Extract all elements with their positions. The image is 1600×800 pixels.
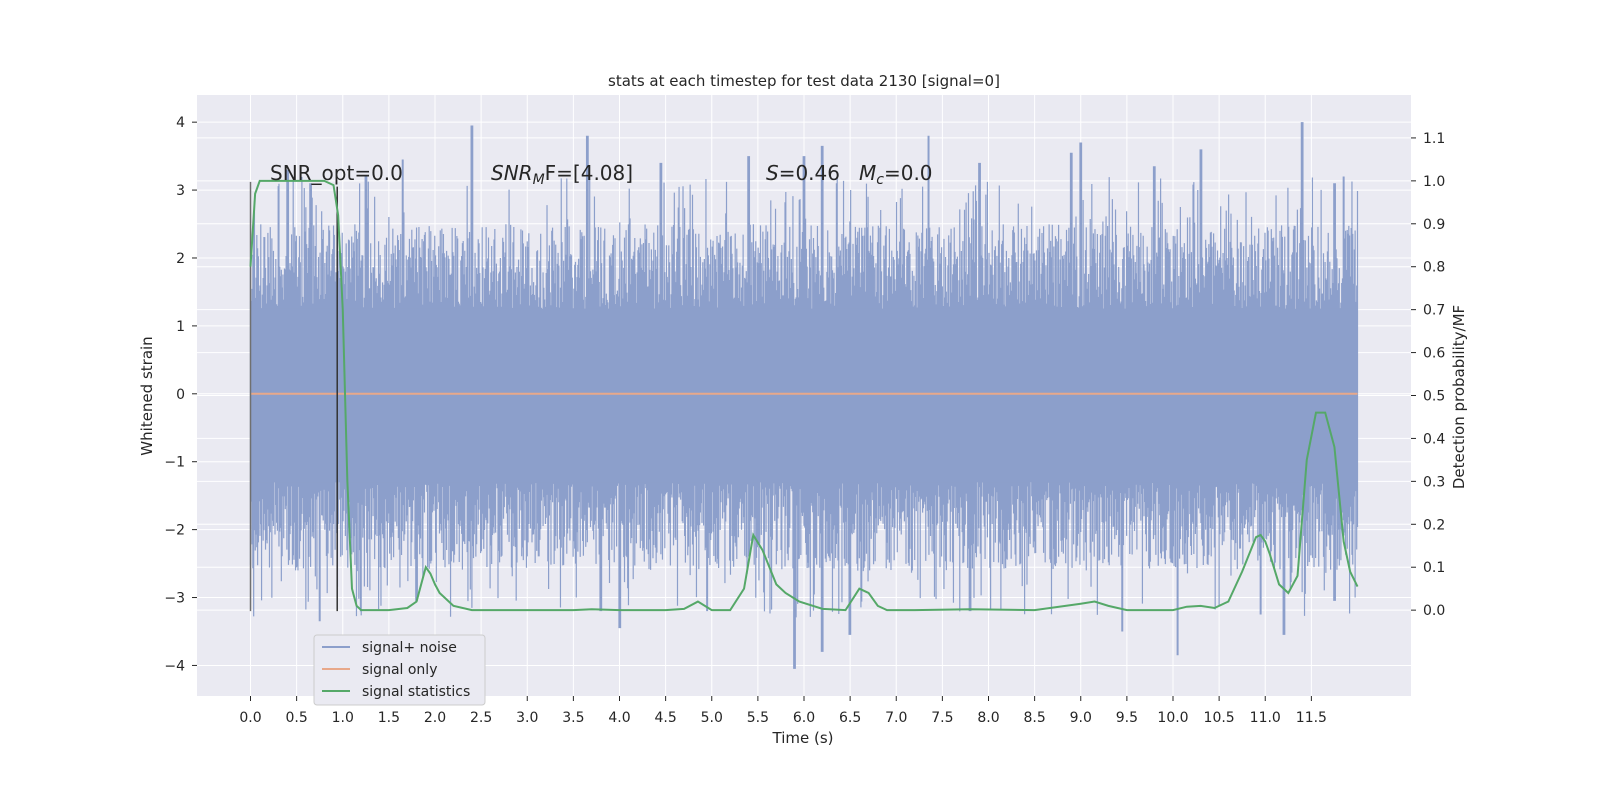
y-tick-label: 3 [176, 183, 185, 199]
right-y-tick-label: 1.0 [1423, 174, 1445, 190]
y-tick-label: 4 [176, 115, 185, 131]
x-tick-label: 9.5 [1116, 710, 1138, 726]
x-tick-label: 8.0 [977, 710, 999, 726]
legend-box [313, 634, 486, 706]
y-tick-label: 2 [176, 251, 185, 267]
y-axis-ticks: 4 3 2 1 0 −1 −2 −3 −4 [164, 115, 197, 674]
y-tick-label: 0 [176, 387, 185, 403]
y-tick-label: −2 [164, 523, 185, 539]
signal-statistics-line [249, 179, 1359, 612]
x-tick-label: 5.0 [701, 710, 723, 726]
y-tick-label: 1 [176, 319, 185, 335]
x-tick-label: 4.0 [608, 710, 630, 726]
annotation-snr-mf: SNRMF=[4.08] [491, 161, 633, 188]
x-tick-label: 4.5 [654, 710, 676, 726]
right-y-tick-label: 0.8 [1423, 260, 1445, 276]
x-axis-title: Time (s) [772, 729, 834, 747]
mc-subscript: c [876, 172, 884, 188]
mc-prefix: M [859, 161, 876, 185]
noise-core-band [250, 308, 1358, 483]
y-tick-label: −3 [164, 591, 185, 607]
mc-value: =0.0 [884, 161, 933, 185]
right-y-tick-label: 0.7 [1423, 303, 1445, 319]
x-tick-label: 6.0 [793, 710, 815, 726]
right-y-tick-label: 0.4 [1423, 431, 1445, 447]
s-value: =0.46 [779, 161, 840, 185]
snr-mf-subscript: M [533, 172, 545, 188]
annotation-mc: Mc=0.0 [859, 161, 933, 188]
x-tick-label: 2.0 [424, 710, 446, 726]
right-y-tick-label: 0.0 [1423, 603, 1445, 619]
s-prefix: S [766, 161, 779, 185]
x-tick-label: 0.0 [239, 710, 261, 726]
x-tick-label: 3.0 [516, 710, 538, 726]
snr-mf-prefix: SNR [491, 161, 533, 185]
legend-label-statistics: signal statistics [362, 684, 470, 700]
right-y-axis-ticks: 1.1 1.0 0.9 0.8 0.7 0.6 0.5 0.4 0.3 0.2 0.1 0.0 [1411, 131, 1445, 619]
signal-statistics-series [249, 179, 1359, 612]
signal-plus-noise-series [249, 122, 1359, 669]
x-tick-label: 6.5 [839, 710, 861, 726]
x-tick-label: 7.0 [885, 710, 907, 726]
legend: signal+ noise signal only signal statist… [313, 634, 486, 706]
right-y-tick-label: 0.2 [1423, 517, 1445, 533]
snr-mf-suffix: F=[4.08] [545, 161, 633, 185]
right-y-tick-label: 0.3 [1423, 474, 1445, 490]
x-tick-label: 10.0 [1157, 710, 1188, 726]
x-tick-label: 3.5 [562, 710, 584, 726]
right-y-tick-label: 0.5 [1423, 389, 1445, 405]
legend-label-noise: signal+ noise [362, 640, 457, 656]
x-tick-label: 2.5 [470, 710, 492, 726]
annotation-snr-opt: SNR_opt=0.0 [270, 161, 403, 185]
x-tick-label: 11.5 [1296, 710, 1327, 726]
annotation-s: S=0.46 [766, 161, 840, 185]
x-tick-label: 1.0 [332, 710, 354, 726]
y-tick-label: −1 [164, 455, 185, 471]
right-y-tick-label: 0.1 [1423, 560, 1445, 576]
right-y-tick-label: 1.1 [1423, 131, 1445, 147]
y-tick-label: −4 [164, 658, 185, 674]
x-tick-label: 5.5 [747, 710, 769, 726]
right-y-tick-label: 0.9 [1423, 217, 1445, 233]
x-tick-label: 10.5 [1204, 710, 1235, 726]
x-tick-label: 9.0 [1070, 710, 1092, 726]
x-tick-label: 1.5 [378, 710, 400, 726]
x-axis-ticks: 0.0 0.5 1.0 1.5 2.0 2.5 3.0 3.5 4.0 4.5 5.0 5.5 6.0 6… [239, 696, 1327, 726]
x-tick-label: 11.0 [1250, 710, 1281, 726]
legend-label-signal-only: signal only [362, 662, 437, 678]
x-tick-label: 0.5 [285, 710, 307, 726]
y-axis-title: Whitened strain [138, 336, 156, 455]
x-tick-label: 8.5 [1023, 710, 1045, 726]
x-tick-label: 7.5 [931, 710, 953, 726]
chart-title: stats at each timestep for test data 213… [608, 72, 1000, 90]
right-y-axis-title: Detection probability/MF [1450, 305, 1468, 489]
right-y-tick-label: 0.6 [1423, 346, 1445, 362]
